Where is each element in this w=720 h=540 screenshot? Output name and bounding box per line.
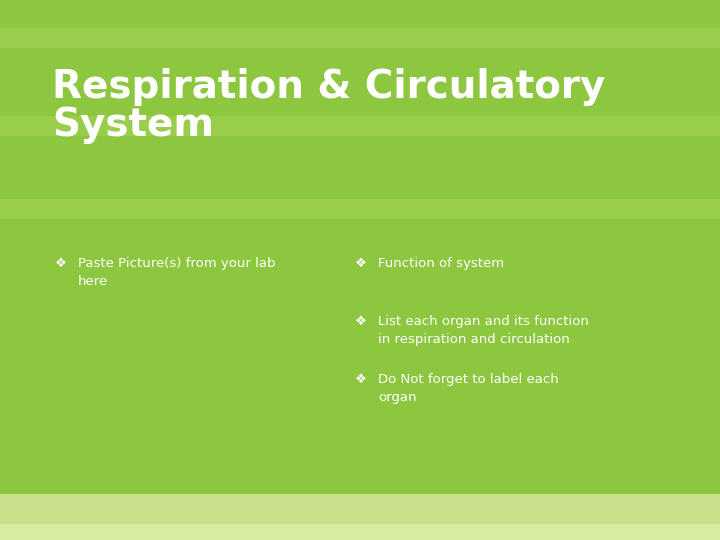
Bar xyxy=(0,494,720,524)
Bar xyxy=(0,29,720,48)
Bar xyxy=(0,199,720,219)
Text: Function of system: Function of system xyxy=(378,256,504,269)
Text: ❖: ❖ xyxy=(55,256,67,269)
Text: ❖: ❖ xyxy=(355,315,367,328)
Text: Respiration & Circulatory: Respiration & Circulatory xyxy=(52,68,606,106)
Text: ❖: ❖ xyxy=(355,373,367,386)
Text: Paste Picture(s) from your lab
here: Paste Picture(s) from your lab here xyxy=(78,256,276,288)
Bar xyxy=(0,116,720,136)
Text: Do Not forget to label each
organ: Do Not forget to label each organ xyxy=(378,373,559,404)
Bar xyxy=(0,0,720,219)
Text: ❖: ❖ xyxy=(355,256,367,269)
Text: System: System xyxy=(52,106,214,144)
Bar xyxy=(0,524,720,540)
Text: List each organ and its function
in respiration and circulation: List each organ and its function in resp… xyxy=(378,315,589,346)
